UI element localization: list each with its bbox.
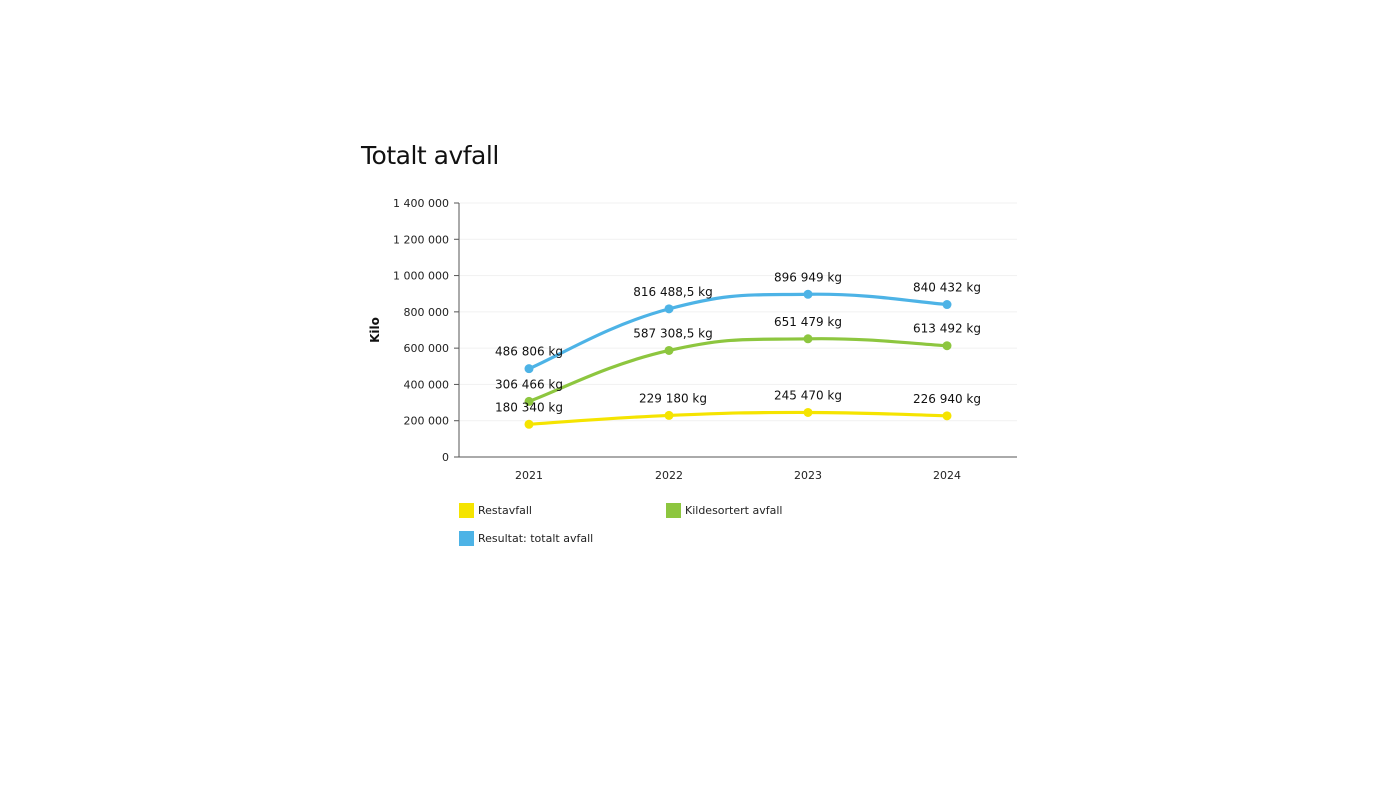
- data-point-totalt: [803, 289, 813, 299]
- data-point-kildesortert: [803, 334, 813, 344]
- data-point-restavfall: [524, 419, 534, 429]
- y-tick-label: 400 000: [404, 378, 450, 391]
- x-tick-label: 2022: [655, 469, 683, 482]
- legend-item-totalt[interactable]: Resultat: totalt avfall: [459, 531, 593, 546]
- data-point-restavfall: [942, 411, 952, 421]
- grid-lines: [460, 202, 1017, 422]
- legend-label-kildesortert: Kildesortert avfall: [685, 504, 783, 517]
- series-line-restavfall: [527, 410, 949, 426]
- y-tick-label: 200 000: [404, 415, 450, 428]
- data-point-totalt: [524, 364, 534, 374]
- data-label-totalt: 816 488,5 kg: [633, 285, 712, 299]
- y-tick-label: 1 000 000: [393, 270, 449, 283]
- data-label-restavfall: 180 340 kg: [495, 400, 563, 414]
- legend-item-restavfall[interactable]: Restavfall: [459, 503, 532, 518]
- data-label-kildesortert: 306 466 kg: [495, 377, 563, 391]
- data-label-kildesortert: 587 308,5 kg: [633, 326, 712, 340]
- data-label-restavfall: 229 180 kg: [639, 391, 707, 405]
- y-tick-label: 1 400 000: [393, 197, 449, 210]
- y-axis-title: Kilo: [368, 317, 382, 343]
- data-point-kildesortert: [664, 345, 674, 355]
- legend-item-kildesortert[interactable]: Kildesortert avfall: [666, 503, 782, 518]
- legend-label-restavfall: Restavfall: [478, 504, 532, 517]
- legend-label-totalt: Resultat: totalt avfall: [478, 532, 594, 545]
- y-tick-label: 0: [442, 451, 449, 464]
- x-tick-label: 2024: [933, 469, 961, 482]
- x-tick-label: 2021: [515, 469, 543, 482]
- data-point-totalt: [664, 304, 674, 314]
- axes: 0 200 000 400 000 600 000 800 000 1 000 000 1 …: [368, 197, 1017, 482]
- data-point-totalt: [942, 300, 952, 310]
- x-tick-label: 2023: [794, 469, 822, 482]
- y-tick-label: 1 200 000: [393, 233, 449, 246]
- data-label-totalt: 840 432 kg: [913, 281, 981, 295]
- y-tick-label: 600 000: [404, 342, 450, 355]
- y-tick-label: 800 000: [404, 306, 450, 319]
- data-label-restavfall: 226 940 kg: [913, 392, 981, 406]
- legend-swatch-totalt: [459, 531, 474, 546]
- data-point-kildesortert: [524, 396, 534, 406]
- series-line-kildesortert: [527, 337, 949, 403]
- data-labels: 180 340 kg 229 180 kg 245 470 kg 226 940 kg…: [495, 270, 981, 414]
- data-label-totalt: 896 949 kg: [774, 270, 842, 284]
- chart-title: Totalt avfall: [361, 141, 499, 170]
- data-label-totalt: 486 806 kg: [495, 345, 563, 359]
- legend-swatch-kildesortert: [666, 503, 681, 518]
- data-point-restavfall: [803, 407, 813, 417]
- data-point-kildesortert: [942, 341, 952, 351]
- series-lines: [524, 289, 952, 429]
- series-line-totalt: [527, 292, 949, 371]
- data-label-kildesortert: 613 492 kg: [913, 322, 981, 336]
- data-label-kildesortert: 651 479 kg: [774, 315, 842, 329]
- legend-swatch-restavfall: [459, 503, 474, 518]
- data-label-restavfall: 245 470 kg: [774, 388, 842, 402]
- data-point-restavfall: [664, 410, 674, 420]
